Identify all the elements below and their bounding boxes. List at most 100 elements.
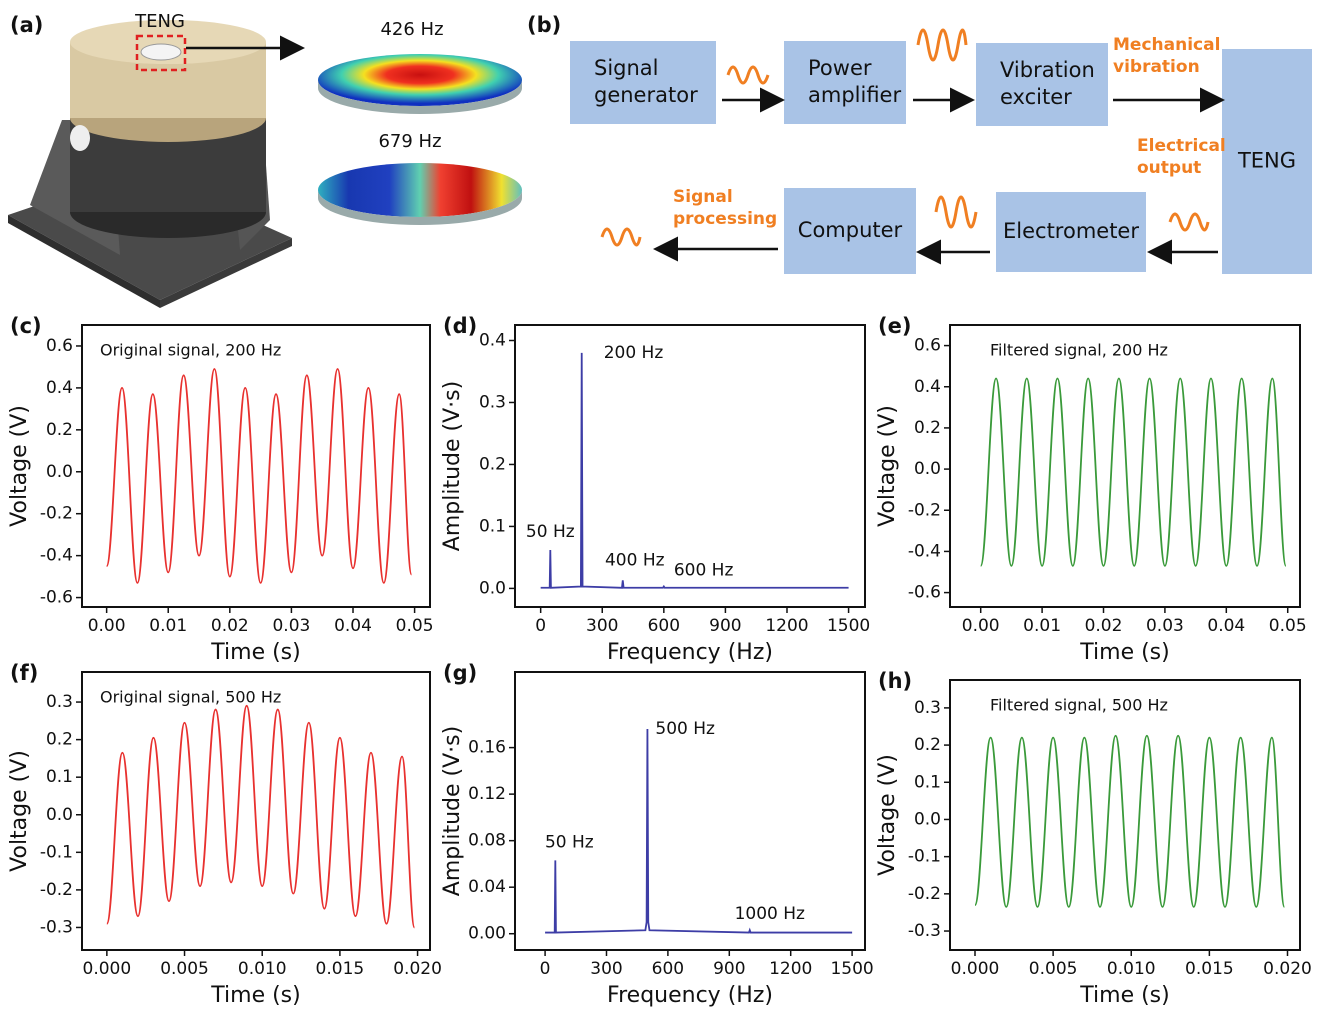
peak-label: 50 Hz bbox=[526, 522, 575, 542]
node-box bbox=[976, 43, 1108, 126]
annotation: Original signal, 200 Hz bbox=[100, 341, 281, 360]
teng-device bbox=[140, 43, 182, 61]
y-tick-label: -0.6 bbox=[40, 588, 73, 608]
x-tick-label: 1500 bbox=[830, 959, 873, 979]
data-line bbox=[974, 734, 1286, 908]
x-axis-title: Time (s) bbox=[210, 983, 300, 1008]
x-tick-label: 0 bbox=[535, 616, 546, 636]
x-tick-label: 1200 bbox=[765, 616, 808, 636]
x-tick-label: 0.010 bbox=[1107, 959, 1156, 979]
annotation: Original signal, 500 Hz bbox=[100, 688, 281, 707]
panel-label: (b) bbox=[527, 13, 561, 37]
node-box bbox=[1222, 49, 1312, 274]
panel-label: (f) bbox=[10, 661, 38, 685]
data-line bbox=[540, 352, 849, 589]
data-line bbox=[105, 704, 416, 929]
node-label: amplifier bbox=[808, 83, 901, 107]
node-box bbox=[570, 41, 716, 124]
teng-label: TENG bbox=[134, 11, 185, 32]
x-tick-label: 0.015 bbox=[1185, 959, 1234, 979]
x-tick-label: 600 bbox=[652, 959, 684, 979]
mode-edge bbox=[318, 80, 522, 114]
mode-shape bbox=[318, 163, 522, 217]
y-axis-title: Voltage (V) bbox=[875, 405, 900, 527]
peak-label: 600 Hz bbox=[674, 561, 734, 581]
x-tick-label: 1500 bbox=[827, 616, 870, 636]
y-tick-label: 0.4 bbox=[914, 377, 941, 397]
y-tick-label: 0.2 bbox=[46, 420, 73, 440]
node-label: Vibration bbox=[1000, 58, 1095, 82]
annotation: Filtered signal, 200 Hz bbox=[990, 341, 1168, 360]
x-tick-label: 0.010 bbox=[238, 959, 287, 979]
node-label: Signal bbox=[594, 56, 659, 80]
node-box bbox=[996, 192, 1146, 272]
x-tick-label: 300 bbox=[586, 616, 618, 636]
panel-label: (e) bbox=[878, 314, 911, 338]
mode-label: 679 Hz bbox=[378, 131, 441, 152]
y-tick-label: -0.2 bbox=[40, 880, 73, 900]
x-tick-label: 0.000 bbox=[83, 959, 132, 979]
x-tick-label: 0.02 bbox=[1085, 616, 1123, 636]
y-tick-label: 0.0 bbox=[46, 805, 73, 825]
y-tick-label: 0.1 bbox=[46, 767, 73, 787]
knob bbox=[70, 125, 90, 151]
y-axis-title: Voltage (V) bbox=[7, 750, 32, 872]
y-axis-title: Amplitude (V·s) bbox=[440, 381, 465, 551]
y-tick-label: 0.04 bbox=[468, 877, 506, 897]
plot-frame bbox=[949, 324, 1301, 608]
y-tick-label: 0.0 bbox=[914, 809, 941, 829]
signal-wave bbox=[934, 195, 978, 229]
y-tick-label: 0.3 bbox=[479, 392, 506, 412]
y-tick-label: -0.6 bbox=[908, 583, 941, 603]
y-tick-label: 0.6 bbox=[914, 336, 941, 356]
process-note: processing bbox=[673, 209, 777, 229]
y-tick-label: -0.3 bbox=[908, 921, 941, 941]
x-tick-label: 0.005 bbox=[160, 959, 209, 979]
node-box bbox=[784, 41, 906, 124]
x-tick-label: 0.00 bbox=[962, 616, 1000, 636]
process-note: output bbox=[1137, 158, 1201, 178]
node-label: Power bbox=[808, 56, 872, 80]
y-tick-label: 0.16 bbox=[468, 738, 506, 758]
node-label: Electrometer bbox=[1003, 219, 1139, 243]
signal-wave bbox=[1168, 212, 1210, 232]
x-tick-label: 0.01 bbox=[1023, 616, 1061, 636]
x-tick-label: 0.05 bbox=[396, 616, 434, 636]
plot-frame bbox=[81, 324, 431, 608]
data-line bbox=[545, 728, 853, 934]
x-tick-label: 0.01 bbox=[149, 616, 187, 636]
panel-a: (a) TENG 426 Hz 679 Hz bbox=[8, 11, 522, 308]
node-label: exciter bbox=[1000, 85, 1072, 109]
y-tick-label: 0.08 bbox=[468, 831, 506, 851]
x-tick-label: 900 bbox=[709, 616, 741, 636]
plot-frame bbox=[514, 324, 866, 608]
data-line bbox=[105, 368, 413, 584]
signal-wave bbox=[600, 227, 642, 247]
mode-edge bbox=[318, 190, 522, 225]
y-tick-label: 0.4 bbox=[479, 330, 506, 350]
y-tick-label: 0.0 bbox=[479, 578, 506, 598]
node-label: generator bbox=[594, 83, 698, 107]
y-tick-label: -0.4 bbox=[40, 546, 73, 566]
x-tick-label: 0.020 bbox=[393, 959, 442, 979]
x-axis-title: Frequency (Hz) bbox=[607, 983, 773, 1008]
x-axis-title: Time (s) bbox=[210, 640, 300, 665]
x-tick-label: 1200 bbox=[769, 959, 812, 979]
x-tick-label: 0.03 bbox=[272, 616, 310, 636]
cylinder-top bbox=[70, 20, 266, 64]
panel-label: (g) bbox=[443, 661, 477, 685]
annotation: Filtered signal, 500 Hz bbox=[990, 696, 1168, 715]
y-tick-label: 0.2 bbox=[914, 735, 941, 755]
x-tick-label: 600 bbox=[648, 616, 680, 636]
signal-wave bbox=[726, 65, 770, 85]
y-tick-label: 0.1 bbox=[914, 772, 941, 792]
x-tick-label: 0.03 bbox=[1146, 616, 1184, 636]
x-tick-label: 0.02 bbox=[211, 616, 249, 636]
node-label: Computer bbox=[798, 218, 903, 242]
y-tick-label: 0.4 bbox=[46, 378, 73, 398]
y-axis-title: Voltage (V) bbox=[875, 754, 900, 876]
plot-frame bbox=[949, 679, 1301, 951]
y-tick-label: 0.2 bbox=[914, 418, 941, 438]
peak-label: 500 Hz bbox=[655, 719, 715, 739]
